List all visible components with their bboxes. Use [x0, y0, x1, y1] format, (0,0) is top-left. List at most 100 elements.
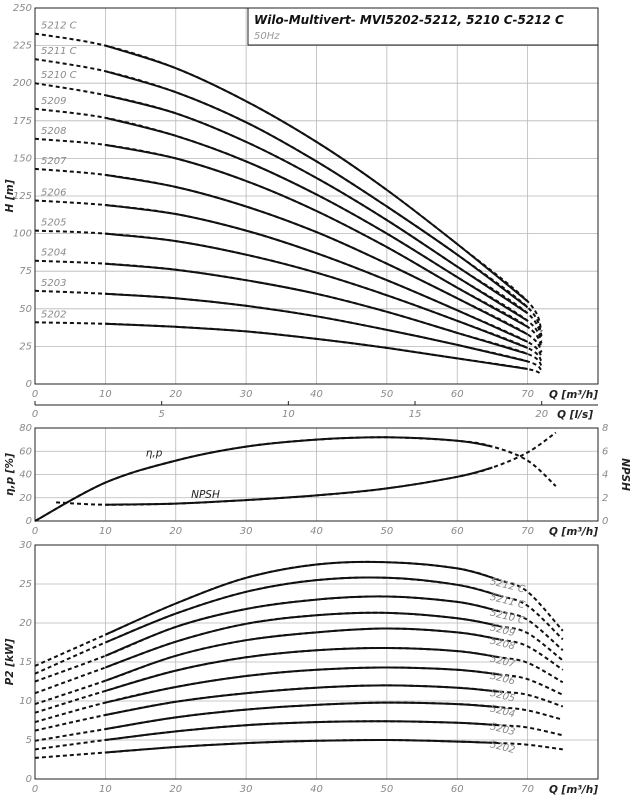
x-tick-label: 30 [240, 784, 253, 795]
y-axis-title: P2 [kW] [4, 638, 16, 685]
secondary-x-tick-label: 10 [282, 409, 295, 420]
x-tick-label: 60 [451, 784, 464, 795]
y-tick-label: 25 [19, 341, 32, 352]
y-tick-label: 20 [19, 493, 32, 504]
series-efficiency-1-line [105, 466, 493, 506]
y-right-tick-label: 0 [602, 516, 608, 527]
secondary-x-axis-title: Q [l/s] [557, 409, 593, 421]
series-head-0-dashed [34, 32, 543, 332]
series-label: 5211 C [41, 46, 77, 57]
y-tick-label: 0 [26, 774, 32, 785]
series-label: NPSH [191, 489, 220, 501]
series-power-3-line [105, 611, 500, 669]
y-tick-label: 30 [19, 540, 32, 551]
series-efficiency-0-line [34, 436, 493, 522]
chart-subtitle: 50Hz [254, 31, 280, 42]
y-tick-label: 150 [13, 153, 32, 164]
y-right-tick-label: 4 [602, 470, 608, 481]
y-tick-label: 25 [19, 579, 32, 590]
series-label: 5212 C [41, 21, 77, 32]
series-power-8-dashed [34, 701, 564, 742]
x-tick-label: 40 [310, 389, 323, 400]
x-tick-label: 20 [169, 784, 182, 795]
series-label: 5203 [489, 721, 516, 738]
series-label: 5205 [489, 688, 516, 705]
x-axis-title: Q [m³/h] [549, 784, 598, 796]
series-head-1-line [105, 70, 529, 309]
y-tick-label: 50 [19, 304, 32, 315]
secondary-x-tick-label: 20 [535, 409, 548, 420]
series-label: 5206 [489, 671, 516, 688]
x-tick-label: 50 [381, 389, 394, 400]
y-tick-label: 100 [13, 229, 32, 240]
series-head-2-line [105, 94, 529, 315]
series-power-5-line [105, 646, 500, 692]
title-block: Wilo-Multivert- MVI5202-5212, 5210 C-521… [247, 7, 599, 46]
y-tick-label: 20 [19, 618, 32, 629]
x-tick-label: 10 [99, 784, 112, 795]
series-power-9-line [105, 720, 500, 741]
y-tick-label: 250 [13, 3, 32, 14]
secondary-x-tick-label: 15 [409, 409, 422, 420]
series-power-6-line [105, 666, 500, 704]
series-power-7-line [105, 684, 500, 716]
y-tick-label: 225 [13, 41, 32, 52]
series-head-7-line [105, 232, 528, 349]
y-tick-label: 75 [19, 266, 32, 277]
plot-frame-efficiency [34, 427, 599, 522]
series-head-4-line [105, 143, 529, 328]
series-power-4-line [105, 627, 500, 682]
plot-frame-power [34, 544, 599, 780]
x-tick-label: 0 [32, 784, 38, 795]
y-tick-label: 15 [19, 657, 32, 668]
series-label: 5202 [41, 309, 66, 320]
x-axis-title: Q [m³/h] [549, 526, 598, 538]
series-label: 5207 [41, 156, 67, 167]
y-tick-label: 60 [19, 446, 32, 457]
x-tick-label: 30 [240, 526, 253, 537]
y-axis-title: η,p [%] [4, 453, 16, 496]
y-axis-title: H [m] [4, 179, 16, 212]
x-tick-label: 70 [521, 784, 534, 795]
y-tick-label: 10 [19, 696, 32, 707]
secondary-x-tick-label: 0 [32, 409, 38, 420]
series-power-0-dashed [34, 560, 564, 667]
x-tick-label: 70 [521, 389, 534, 400]
series-label: 5206 [41, 188, 66, 199]
y-right-axis-title: NPSH [619, 458, 631, 491]
x-tick-label: 10 [99, 526, 112, 537]
series-head-6-dashed [34, 199, 543, 358]
y-tick-label: 175 [13, 116, 32, 127]
x-axis-title: Q [m³/h] [549, 389, 598, 401]
series-power-0-line [104, 560, 500, 636]
y-right-tick-label: 8 [602, 423, 608, 434]
series-power-10-line [105, 738, 500, 754]
y-right-tick-label: 6 [602, 446, 608, 457]
series-head-6-line [105, 204, 529, 343]
series-label: 5209 [41, 96, 66, 107]
x-tick-label: 40 [310, 784, 323, 795]
y-tick-label: 125 [13, 191, 32, 202]
series-head-10-dashed [34, 321, 543, 376]
series-head-3-line [105, 116, 529, 322]
series-power-2-line [105, 595, 500, 657]
series-label: 5210 C [41, 70, 77, 81]
series-power-1-line [105, 576, 500, 644]
series-label: 5202 [489, 739, 516, 756]
y-tick-label: 200 [13, 78, 32, 89]
series-power-8-line [105, 701, 500, 731]
series-label: 5205 [41, 218, 66, 229]
series-label: 5204 [489, 703, 516, 720]
series-label: η,p [146, 448, 163, 460]
y-tick-label: 0 [26, 379, 32, 390]
series-label: 5203 [41, 278, 66, 289]
y-tick-label: 5 [26, 735, 32, 746]
series-label: 5208 [41, 126, 66, 137]
series-head-8-line [105, 262, 528, 355]
x-tick-label: 50 [381, 526, 394, 537]
y-tick-label: 80 [19, 423, 32, 434]
x-tick-label: 60 [451, 526, 464, 537]
x-tick-label: 30 [240, 389, 253, 400]
x-tick-label: 70 [521, 526, 534, 537]
series-power-9-dashed [34, 720, 564, 751]
